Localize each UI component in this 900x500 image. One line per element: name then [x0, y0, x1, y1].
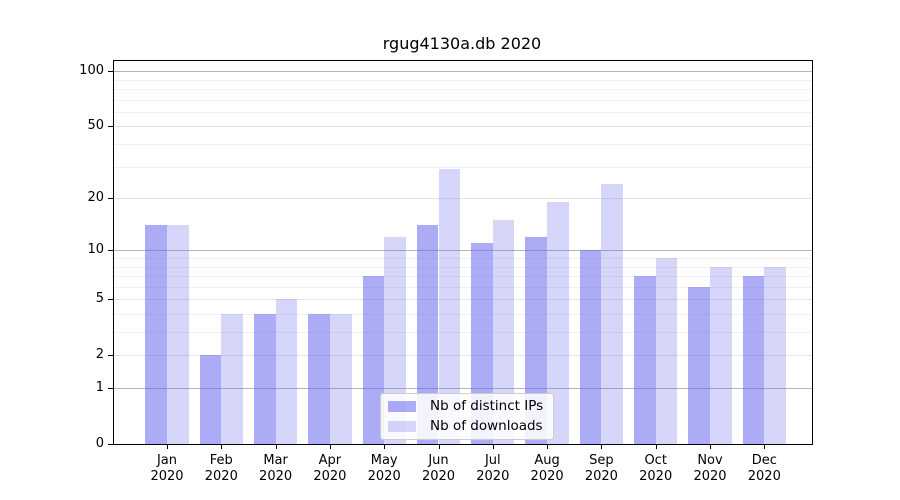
bar-distinct-ips-sep	[579, 250, 602, 444]
x-tick-label: Aug 2020	[530, 453, 564, 484]
bar-downloads-may	[384, 236, 406, 444]
y-tick	[108, 444, 113, 445]
x-tick-label: May 2020	[367, 453, 401, 484]
y-tick	[108, 355, 113, 357]
legend-item-downloads: Nb of downloads	[388, 419, 543, 434]
chart-title: rgug4130a.db 2020	[382, 34, 542, 53]
x-tick	[167, 444, 168, 449]
gridline-minor	[114, 111, 812, 113]
x-tick	[764, 444, 766, 449]
legend-label-downloads: Nb of downloads	[430, 418, 543, 434]
bar-distinct-ips-jun	[416, 225, 439, 444]
x-tick	[275, 444, 277, 449]
x-tick-label: Apr 2020	[313, 453, 347, 484]
x-tick-label: Sep 2020	[584, 453, 618, 484]
gridline-minor	[114, 276, 812, 278]
x-tick-label: Jul 2020	[476, 453, 510, 484]
x-tick	[655, 444, 657, 449]
bar-downloads-dec	[764, 266, 786, 444]
gridline-minor	[114, 166, 812, 168]
bar-distinct-ips-apr	[308, 313, 330, 444]
x-tick-label: Feb 2020	[204, 453, 238, 484]
gridline-minor	[114, 258, 812, 259]
y-tick-label: 0	[95, 436, 104, 451]
bar-downloads-oct	[655, 258, 678, 444]
x-tick	[329, 444, 331, 449]
y-tick-label: 100	[79, 63, 104, 79]
y-tick	[108, 388, 113, 389]
bar-downloads-aug	[547, 202, 569, 444]
bar-downloads-apr	[329, 313, 352, 444]
gridline-major	[114, 126, 812, 128]
y-tick	[108, 250, 113, 252]
gridline-major	[114, 250, 812, 252]
y-tick	[108, 71, 113, 73]
gridline-major	[114, 355, 812, 357]
bar-distinct-ips-jan	[145, 225, 167, 444]
bar-downloads-feb	[221, 313, 243, 444]
y-tick-label: 5	[95, 291, 104, 307]
bar-downloads-sep	[601, 183, 624, 444]
x-tick	[384, 444, 386, 449]
x-tick	[492, 444, 494, 449]
gridline-minor	[114, 99, 812, 101]
legend-swatch-downloads	[388, 421, 416, 432]
gridline-minor	[114, 79, 812, 81]
gridline-major	[114, 388, 812, 389]
x-tick	[710, 444, 711, 449]
x-tick	[601, 444, 603, 449]
bar-distinct-ips-mar	[253, 313, 276, 444]
x-tick-label: Jan 2020	[150, 453, 184, 484]
gridline-minor	[114, 313, 812, 315]
gridline-major	[114, 198, 812, 200]
y-tick-label: 20	[87, 190, 104, 206]
bar-downloads-nov	[710, 266, 732, 444]
y-tick-label: 50	[87, 118, 104, 134]
legend-item-distinct-ips: Nb of distinct IPs	[388, 399, 543, 414]
legend-swatch-distinct-ips	[388, 401, 416, 412]
legend: Nb of distinct IPs Nb of downloads	[380, 393, 555, 440]
y-tick-label: 1	[95, 380, 104, 395]
bar-downloads-jul	[492, 220, 515, 444]
x-tick-label: Jun 2020	[421, 453, 456, 484]
y-tick	[108, 198, 113, 200]
y-tick	[108, 299, 113, 301]
gridline-minor	[114, 89, 812, 91]
gridline-minor	[114, 286, 812, 288]
bar-distinct-ips-may	[362, 276, 385, 444]
bar-distinct-ips-nov	[688, 286, 710, 444]
x-tick-label: Nov 2020	[693, 453, 727, 484]
gridline-major	[114, 71, 812, 73]
y-tick	[108, 126, 113, 128]
bar-downloads-mar	[275, 299, 298, 444]
x-tick	[438, 444, 440, 449]
x-tick-label: Mar 2020	[259, 453, 293, 484]
x-tick-label: Dec 2020	[747, 453, 781, 484]
bar-distinct-ips-dec	[742, 276, 765, 444]
y-tick-label: 10	[87, 242, 104, 258]
bar-distinct-ips-aug	[525, 236, 548, 444]
y-tick-label: 2	[95, 347, 104, 363]
x-tick	[221, 444, 223, 449]
x-tick-label: Oct 2020	[639, 453, 673, 484]
bar-downloads-jun	[438, 169, 461, 444]
legend-label-distinct-ips: Nb of distinct IPs	[430, 398, 544, 414]
gridline-minor	[114, 332, 812, 334]
gridline-major	[114, 299, 812, 301]
gridline-minor	[114, 266, 812, 268]
bar-distinct-ips-oct	[634, 276, 656, 444]
x-tick	[547, 444, 549, 449]
bar-downloads-jan	[167, 225, 189, 444]
plot-area: 0 1 2 5 10 20 50 100 Jan 2020 Feb 2020 Mar 2020 Apr 202…	[79, 60, 813, 484]
gridline-minor	[114, 144, 812, 146]
bar-distinct-ips-feb	[199, 355, 222, 444]
